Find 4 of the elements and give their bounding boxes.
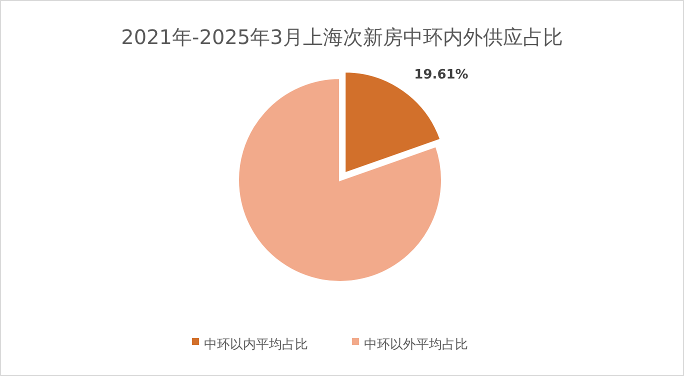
- legend-label: 中环以外平均占比: [364, 338, 468, 353]
- legend-label: 中环以内平均占比: [204, 338, 308, 353]
- chart-title: 2021年-2025年3月上海次新房中环内外供应占比: [121, 25, 563, 49]
- data-label: 19.61%: [414, 67, 468, 82]
